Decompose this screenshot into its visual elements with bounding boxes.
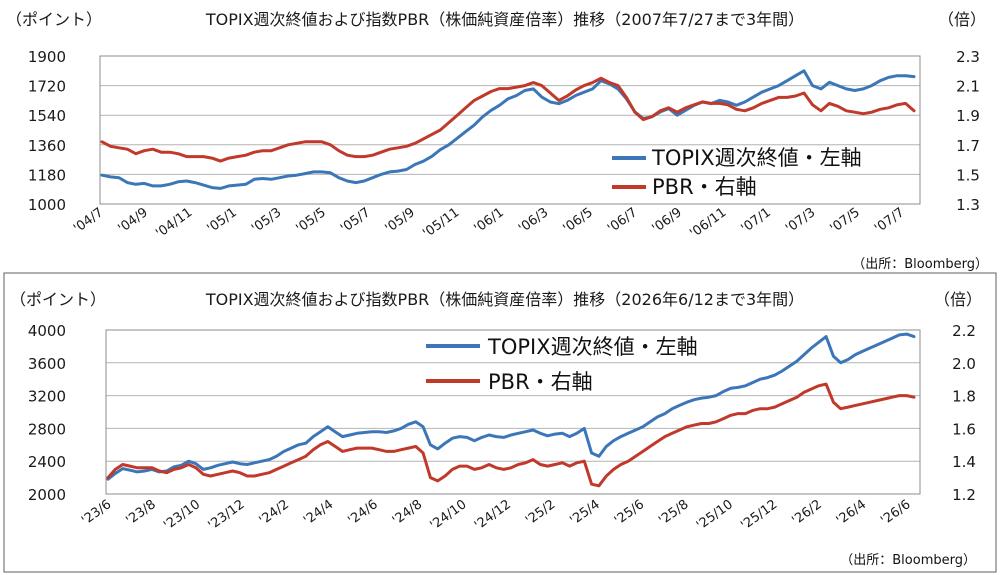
gridlines [100, 85, 920, 175]
x-tick-label: '06/9 [650, 205, 685, 236]
x-tick-label: '07/7 [872, 205, 907, 236]
x-axis-ticks: '04/7 '04/9'04/11 '05/1 '05/3 '05/5 '05/7 '05/… [71, 205, 907, 241]
right-tick-label: 1.8 [952, 388, 976, 406]
x-tick-label: '04/7 [71, 205, 106, 236]
left-axis-ticks: 1000 1180 1360 1540 1720 1900 [28, 48, 66, 214]
right-tick-label: 1.6 [952, 420, 976, 438]
right-tick-label: 2.3 [956, 48, 980, 66]
left-tick-label: 1360 [28, 137, 66, 155]
x-tick-label: '06/11 [687, 205, 729, 241]
x-tick-label: '25/4 [567, 497, 602, 528]
right-axis-ticks: 1.3 1.5 1.7 1.9 2.1 2.3 [956, 48, 980, 214]
x-tick-label: '24/10 [428, 497, 470, 533]
left-tick-label: 1180 [28, 166, 66, 184]
series-line-pbr [100, 76, 916, 163]
chart-divider-frame [3, 272, 997, 573]
legend-label-topix: TOPIX週次終値・左軸 [487, 335, 698, 359]
left-tick-label: 1720 [28, 78, 66, 96]
right-tick-label: 2.0 [952, 355, 976, 373]
x-tick-label: '26/2 [789, 497, 824, 528]
series-line-topix [106, 332, 916, 481]
x-tick-label: '25/12 [738, 497, 780, 533]
right-axis-unit: （倍） [938, 10, 986, 29]
left-tick-label: 1540 [28, 107, 66, 125]
x-tick-label: '06/5 [561, 205, 596, 236]
plot-area [99, 55, 921, 205]
legend-label-pbr: PBR・右軸 [488, 370, 593, 394]
x-tick-label: '23/12 [206, 497, 248, 533]
x-tick-label: '04/9 [116, 205, 151, 236]
x-tick-label: '05/9 [383, 205, 418, 236]
right-axis-ticks: 1.2 1.4 1.6 1.8 2.0 2.2 [952, 322, 976, 504]
left-tick-label: 4000 [28, 322, 66, 340]
left-axis-unit: （ポイント） [6, 10, 102, 29]
left-tick-label: 1000 [28, 196, 66, 214]
right-axis-unit: （倍） [934, 290, 982, 309]
chart-title: TOPIX週次終値および指数PBR（株価純資産倍率）推移（2007年7/27まで… [205, 10, 804, 29]
source-note: （出所：Bloomberg） [852, 257, 988, 272]
gridlines [106, 362, 920, 462]
series-lines [106, 332, 916, 488]
legend: TOPIX週次終値・左軸 PBR・右軸 [612, 146, 862, 199]
x-tick-label: '23/6 [79, 497, 114, 528]
source-note: （出所：Bloomberg） [840, 553, 976, 568]
left-tick-label: 2400 [28, 453, 66, 471]
x-tick-label: '07/3 [783, 205, 818, 236]
x-tick-label: '05/5 [294, 205, 329, 236]
x-tick-label: '25/8 [656, 497, 691, 528]
chart-panel-2026: （ポイント） TOPIX週次終値および指数PBR（株価純資産倍率）推移（2026… [10, 290, 982, 568]
x-tick-label: '23/8 [123, 497, 158, 528]
x-tick-label: '07/1 [739, 205, 774, 236]
left-tick-label: 2000 [28, 486, 66, 504]
x-axis-ticks: '23/6 '23/8'23/10'23/12 '24/2 '24/4 '24/6 '24… [79, 497, 914, 533]
right-tick-label: 1.4 [952, 453, 976, 471]
x-tick-label: '24/12 [472, 497, 514, 533]
series-line-topix [100, 69, 916, 190]
x-tick-label: '06/3 [516, 205, 551, 236]
left-tick-label: 1900 [28, 48, 66, 66]
x-tick-label: '06/1 [472, 205, 507, 236]
x-tick-label: '26/4 [834, 497, 869, 528]
x-tick-label: '04/11 [153, 205, 195, 241]
x-tick-label: '06/7 [605, 205, 640, 236]
plot-area [105, 329, 921, 495]
left-tick-label: 2800 [28, 420, 66, 438]
x-tick-label: '25/2 [523, 497, 558, 528]
right-tick-label: 1.3 [956, 196, 980, 214]
right-tick-label: 1.7 [956, 137, 980, 155]
right-tick-label: 2.2 [952, 322, 976, 340]
x-tick-label: '24/4 [301, 497, 336, 528]
left-tick-label: 3600 [28, 355, 66, 373]
left-axis-ticks: 2000 2400 2800 3200 3600 4000 [28, 322, 66, 504]
series-lines [100, 69, 916, 190]
x-tick-label: '25/6 [612, 497, 647, 528]
x-tick-label: '05/7 [338, 205, 373, 236]
x-tick-label: '24/6 [345, 497, 380, 528]
legend-label-pbr: PBR・右軸 [652, 175, 757, 199]
left-tick-label: 3200 [28, 388, 66, 406]
x-tick-label: '26/6 [878, 497, 913, 528]
left-axis-unit: （ポイント） [10, 290, 106, 309]
legend: TOPIX週次終値・左軸 PBR・右軸 [426, 335, 698, 394]
right-tick-label: 1.2 [952, 486, 976, 504]
right-tick-label: 1.5 [956, 166, 980, 184]
x-tick-label: '25/10 [694, 497, 736, 533]
series-line-pbr [106, 382, 916, 488]
right-tick-label: 1.9 [956, 107, 980, 125]
x-tick-label: '05/11 [420, 205, 462, 241]
x-tick-label: '24/8 [390, 497, 425, 528]
x-tick-label: '05/3 [249, 205, 284, 236]
x-tick-label: '07/5 [828, 205, 863, 236]
x-tick-label: '23/10 [161, 497, 203, 533]
legend-label-topix: TOPIX週次終値・左軸 [651, 146, 862, 170]
right-tick-label: 2.1 [956, 78, 980, 96]
x-tick-label: '05/1 [205, 205, 240, 236]
chart-panel-2007: （ポイント） TOPIX週次終値および指数PBR（株価純資産倍率）推移（2007… [6, 10, 988, 272]
x-tick-label: '24/2 [257, 497, 292, 528]
chart-title: TOPIX週次終値および指数PBR（株価純資産倍率）推移（2026年6/12まで… [205, 290, 804, 309]
